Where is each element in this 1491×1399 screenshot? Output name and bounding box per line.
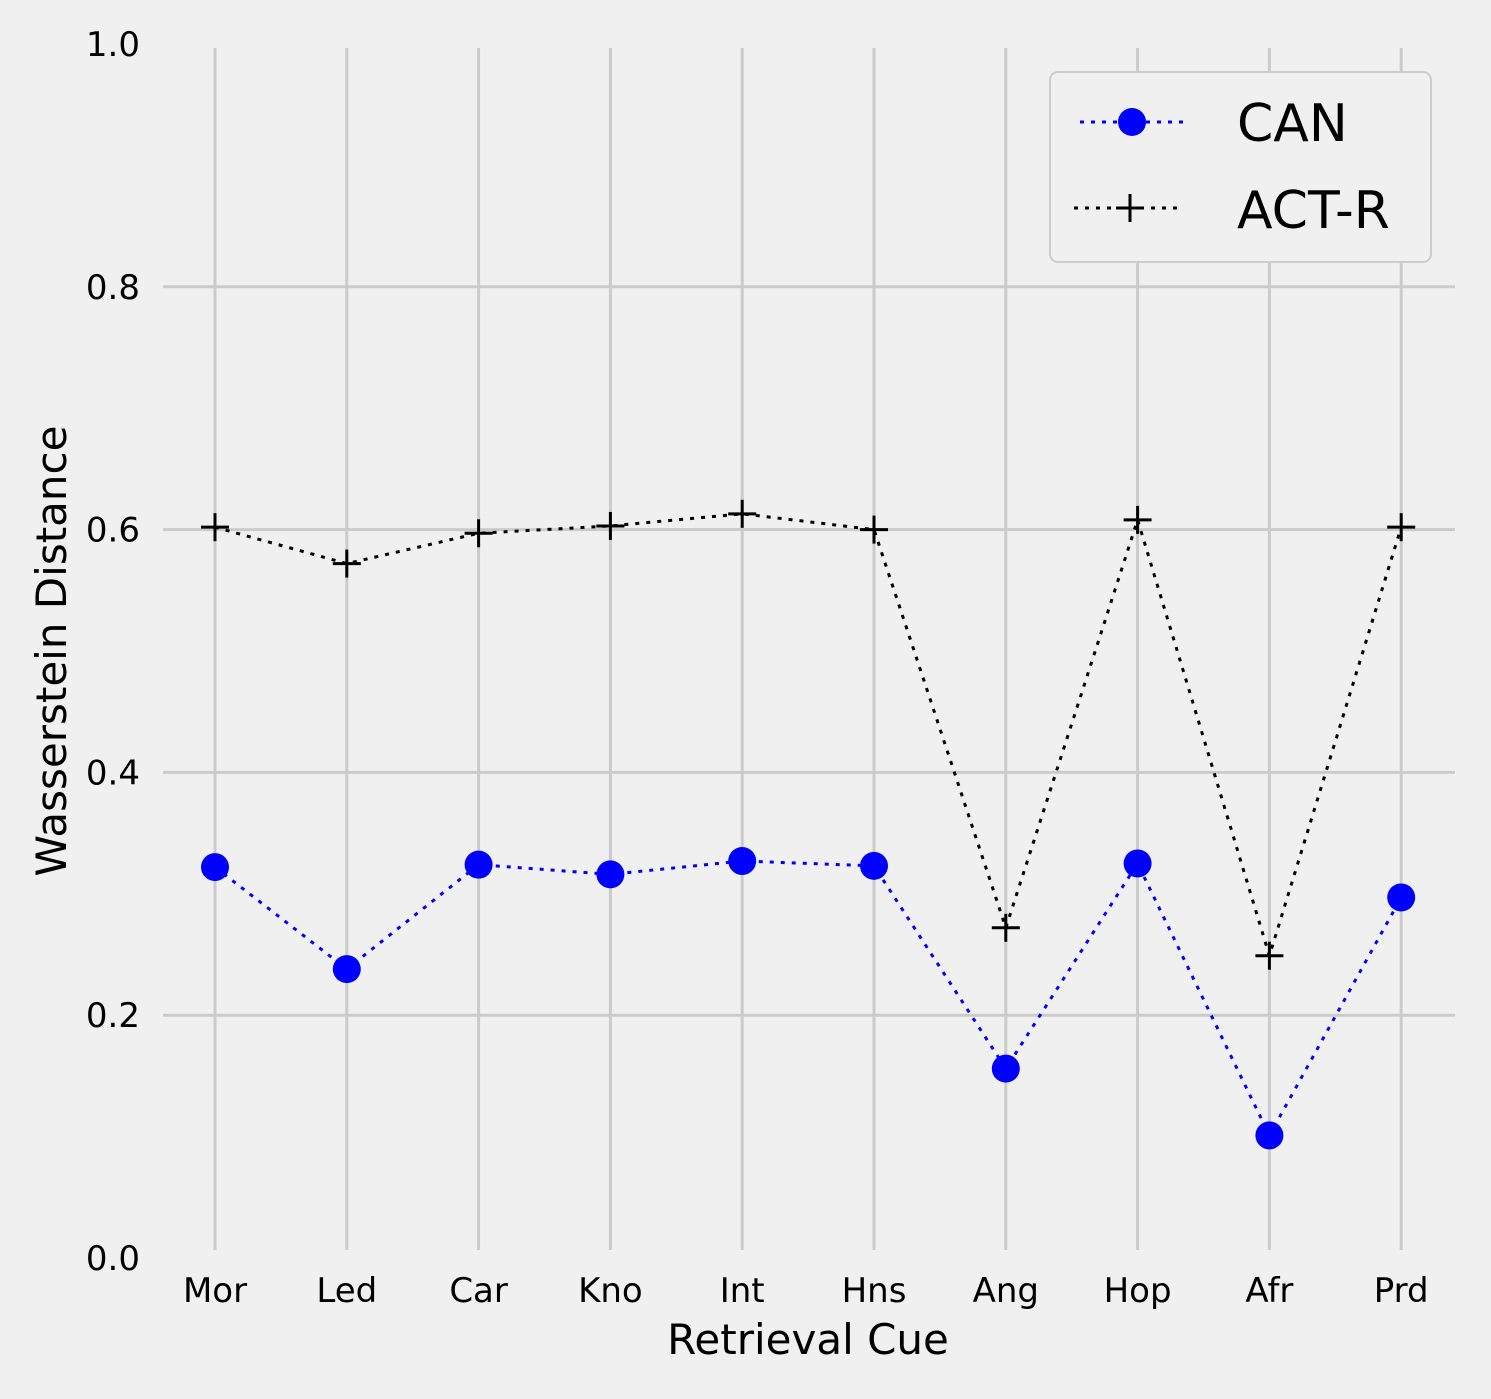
data-point-act-r-int [728, 499, 757, 528]
x-tick-label: Car [449, 1271, 508, 1311]
y-tick-label: 0.6 [86, 511, 140, 551]
series-act-r [201, 499, 1416, 970]
data-point-can-afr [1255, 1121, 1284, 1150]
y-tick-label: 0.4 [86, 753, 140, 793]
legend-label-can: CAN [1237, 94, 1348, 154]
legend: CAN ACT-R [1049, 71, 1432, 263]
series-can [201, 847, 1416, 1150]
x-tick-label: Mor [183, 1271, 247, 1311]
x-tick-label: Hop [1104, 1271, 1172, 1311]
y-axis-ticks: 0.0 0.2 0.4 0.6 0.8 1.0 [86, 25, 140, 1279]
data-point-act-r-afr [1255, 941, 1284, 970]
y-tick-label: 0.2 [86, 996, 140, 1036]
data-point-act-r-led [332, 549, 361, 578]
data-point-act-r-hop [1123, 505, 1152, 534]
y-tick-label: 1.0 [86, 25, 140, 65]
data-point-can-led [332, 955, 361, 984]
data-point-act-r-kno [596, 511, 625, 540]
y-tick-label: 0.0 [86, 1239, 140, 1279]
data-point-can-mor [201, 853, 229, 882]
x-tick-label: Ang [973, 1271, 1039, 1311]
series-line-act-r [214, 512, 1403, 961]
data-point-can-ang [991, 1054, 1020, 1083]
x-tick-label: Hns [842, 1271, 907, 1311]
data-point-act-r-prd [1387, 513, 1416, 542]
legend-actr-marker [1116, 194, 1144, 222]
x-tick-label: Prd [1374, 1271, 1429, 1311]
data-point-can-prd [1387, 883, 1416, 912]
data-point-act-r-ang [991, 913, 1020, 942]
data-point-can-hns [860, 851, 888, 880]
y-axis-label: Wasserstein Distance [27, 426, 76, 877]
x-tick-label: Kno [578, 1271, 643, 1311]
x-axis-label: Retrieval Cue [667, 1315, 949, 1364]
legend-can-marker [1118, 108, 1146, 136]
data-point-can-int [728, 847, 757, 876]
x-tick-label: Int [720, 1271, 765, 1311]
legend-label-actr: ACT-R [1237, 181, 1390, 241]
data-point-act-r-hns [860, 515, 888, 544]
series-layer [201, 499, 1416, 1150]
series-line-can [214, 859, 1403, 1139]
x-tick-label: Led [316, 1271, 377, 1311]
data-point-act-r-car [464, 519, 493, 548]
x-axis-ticks: Mor Led Car Kno Int Hns Ang Hop Afr Prd [183, 1271, 1429, 1311]
data-point-can-kno [596, 860, 625, 889]
data-point-act-r-mor [201, 513, 229, 542]
y-tick-label: 0.8 [86, 268, 140, 308]
data-point-can-car [464, 850, 493, 879]
data-point-can-hop [1123, 849, 1152, 878]
x-tick-label: Afr [1245, 1271, 1293, 1311]
